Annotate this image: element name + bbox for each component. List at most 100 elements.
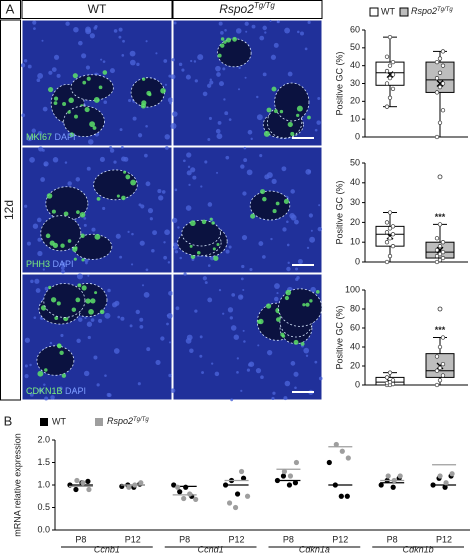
nucleus [202, 276, 207, 281]
nucleus [27, 64, 32, 69]
nucleus [185, 74, 191, 80]
data-point [434, 247, 440, 253]
data-point [292, 480, 299, 486]
nucleus [287, 261, 290, 265]
nucleus [155, 359, 161, 365]
y-tick-label: 0.0 [37, 524, 50, 534]
nucleus [44, 286, 49, 291]
nucleus [316, 120, 321, 125]
stained-cell [92, 126, 97, 130]
data-point [244, 493, 251, 499]
stained-cell [84, 107, 90, 113]
germ-cell-cluster [216, 38, 252, 68]
data-point [280, 473, 287, 479]
nucleus [44, 396, 49, 401]
nucleus [197, 54, 204, 61]
nucleus [244, 76, 247, 79]
data-point [387, 226, 393, 231]
data-point [177, 489, 183, 495]
nucleus [190, 167, 196, 173]
nucleus [145, 40, 148, 43]
stained-cell [123, 170, 127, 174]
nucleus [249, 267, 253, 272]
nucleus [243, 158, 248, 163]
x-tick-label: P12 [332, 534, 348, 544]
nucleus [183, 272, 187, 276]
nucleus [216, 133, 223, 140]
data-point [434, 134, 440, 140]
data-point [437, 70, 443, 75]
nucleus [60, 333, 64, 338]
stained-cell [67, 239, 72, 243]
stained-cell [46, 193, 53, 199]
nucleus [172, 217, 178, 224]
nucleus [208, 116, 212, 120]
data-point [440, 373, 446, 378]
stained-cell [217, 53, 222, 58]
gene-label: Ccnd1 [198, 544, 224, 554]
stained-cell [130, 179, 137, 186]
stained-cell [189, 220, 196, 227]
stained-cell [293, 339, 299, 345]
nucleus [218, 81, 224, 87]
nucleus [188, 183, 191, 186]
y-axis-label: Positive GC (%) [334, 51, 344, 115]
nucleus [43, 383, 46, 386]
stained-cell [232, 36, 238, 42]
y-tick-label: 1.0 [37, 479, 50, 489]
nucleus [31, 128, 36, 133]
nucleus [199, 354, 203, 358]
nucleus [309, 236, 316, 243]
data-point [440, 81, 446, 86]
data-point [437, 84, 443, 90]
nucleus [294, 386, 297, 390]
nucleus [299, 31, 304, 36]
x-tick-label: P8 [387, 534, 398, 544]
stain-name: DAPI [55, 132, 76, 142]
stained-cell [273, 109, 278, 114]
stained-cell [81, 285, 87, 291]
stained-cell [44, 368, 48, 372]
nucleus [175, 306, 180, 311]
data-point [387, 253, 393, 259]
nucleus [236, 371, 239, 374]
nucleus [318, 204, 321, 207]
nucleus [152, 230, 158, 236]
data-point [390, 224, 396, 229]
stained-cell [53, 101, 58, 106]
nucleus [174, 188, 178, 192]
nucleus [83, 223, 87, 227]
data-point [437, 365, 443, 371]
nucleus [84, 258, 89, 263]
nucleus [96, 383, 100, 387]
nucleus [271, 178, 277, 185]
nucleus [164, 134, 170, 140]
nucleus [104, 312, 111, 319]
data-point [440, 49, 446, 54]
nucleus [204, 160, 208, 164]
nucleus [237, 294, 244, 300]
data-point [384, 240, 390, 245]
data-point [437, 473, 443, 479]
nucleus [109, 148, 115, 153]
data-point [387, 370, 393, 375]
nucleus [209, 78, 212, 81]
nucleus [238, 66, 241, 70]
y-tick-label: 60 [350, 24, 360, 34]
nucleus [256, 95, 259, 99]
nucleus [85, 261, 88, 265]
germ-cell-cluster [181, 219, 221, 247]
nucleus [155, 52, 158, 55]
nucleus [102, 60, 106, 63]
stained-cell [140, 103, 147, 109]
nucleus [262, 72, 267, 77]
nucleus [67, 181, 72, 186]
stained-cell [287, 121, 293, 128]
nucleus [91, 227, 96, 232]
nucleus [113, 348, 120, 354]
stained-cell [50, 297, 57, 303]
stained-cell [86, 76, 91, 81]
nucleus [83, 217, 87, 220]
nucleus [310, 286, 316, 293]
nucleus [64, 161, 68, 164]
